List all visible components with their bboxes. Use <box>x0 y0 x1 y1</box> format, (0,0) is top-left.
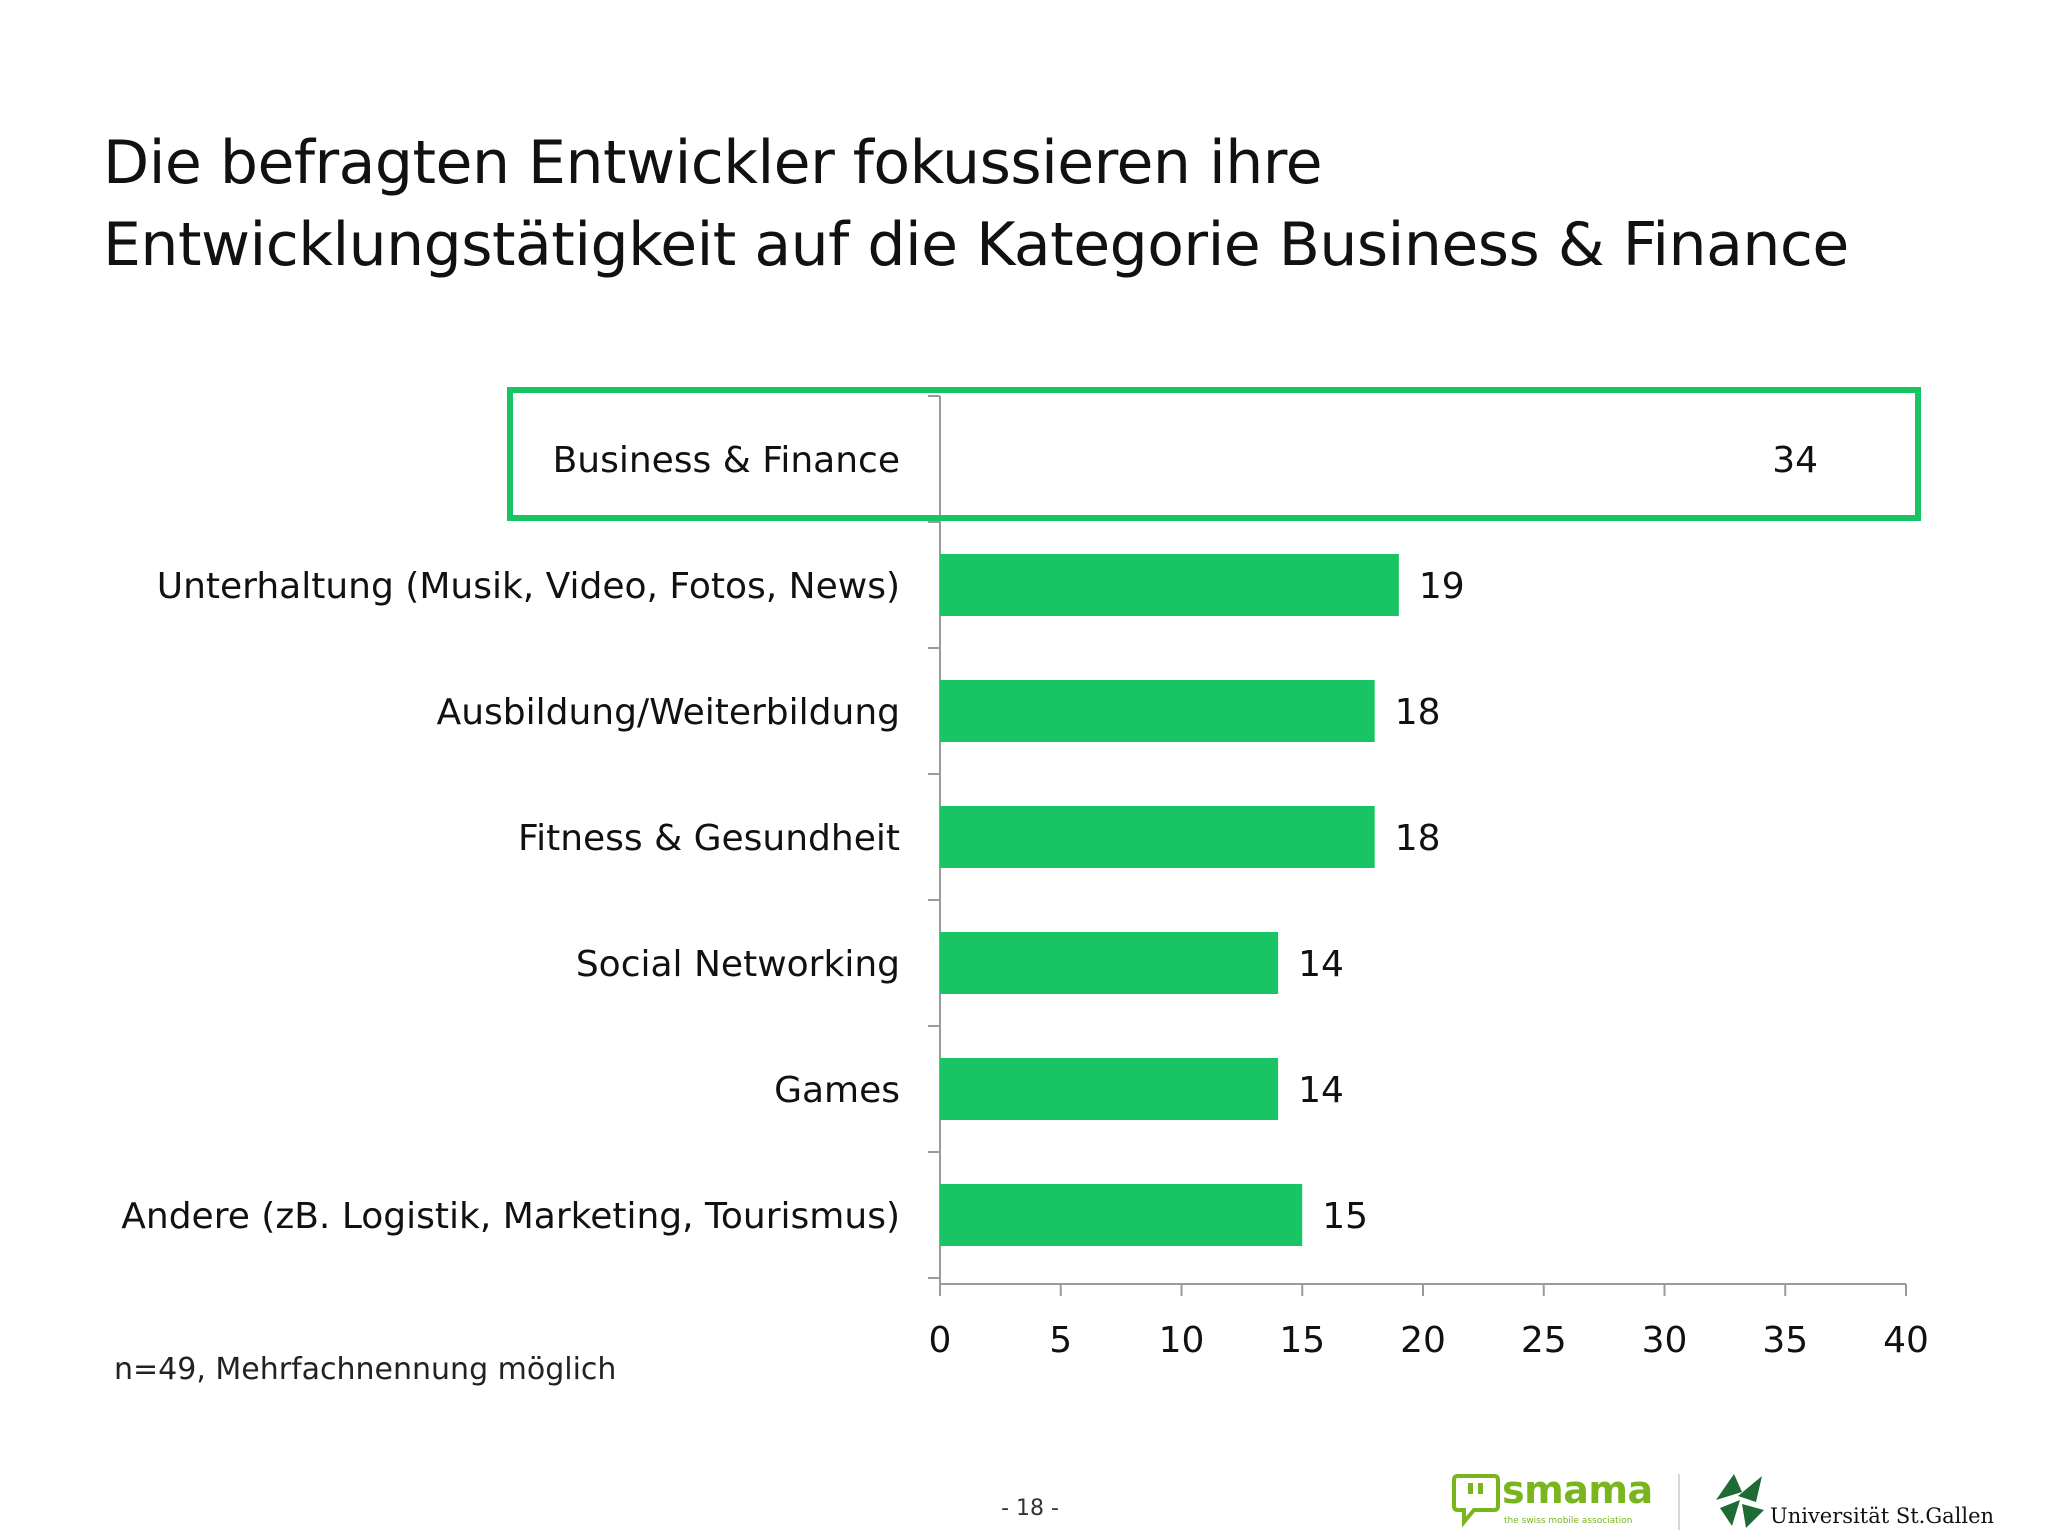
x-tick-label: 10 <box>1159 1320 1205 1361</box>
x-tick-label: 30 <box>1642 1320 1688 1361</box>
page-number: - 18 - <box>1001 1496 1059 1521</box>
hsg-emblem-icon <box>1716 1474 1764 1528</box>
smama-logo: smama the swiss mobile association <box>1452 1468 1653 1534</box>
value-label: 15 <box>1322 1196 1368 1237</box>
value-label: 18 <box>1395 692 1441 733</box>
category-label: Ausbildung/Weiterbildung <box>437 692 900 733</box>
category-label: Andere (zB. Logistik, Marketing, Tourism… <box>121 1196 900 1237</box>
value-label: 34 <box>1772 440 1818 481</box>
speech-bubble-icon <box>1452 1474 1500 1528</box>
bar <box>940 806 1375 868</box>
x-tick-label: 25 <box>1521 1320 1567 1361</box>
slide-title-line-1: Die befragten Entwickler fokussieren ihr… <box>103 128 1323 198</box>
category-label: Social Networking <box>576 944 900 985</box>
smama-tagline: the swiss mobile association <box>1504 1516 1633 1526</box>
bar <box>940 1058 1279 1120</box>
bar <box>940 932 1279 994</box>
bar <box>940 680 1375 742</box>
slide-title-line-2: Entwicklungstätigkeit auf die Kategorie … <box>103 210 1849 280</box>
hsg-logo: Universität St.Gallen <box>1712 1470 2002 1534</box>
value-label: 14 <box>1298 944 1344 985</box>
value-label: 19 <box>1419 566 1465 607</box>
slide-title: Die befragten Entwickler fokussieren ihr… <box>103 122 2003 286</box>
smama-wordmark: smama <box>1502 1468 1653 1512</box>
x-tick-label: 20 <box>1400 1320 1446 1361</box>
x-tick-label: 40 <box>1883 1320 1929 1361</box>
x-tick-label: 0 <box>929 1320 952 1361</box>
x-tick-label: 35 <box>1762 1320 1808 1361</box>
category-label: Games <box>774 1070 900 1111</box>
category-label: Business & Finance <box>553 440 900 481</box>
logo-divider <box>1678 1474 1680 1530</box>
x-tick-label: 5 <box>1049 1320 1072 1361</box>
hsg-name: Universität St.Gallen <box>1770 1504 1995 1528</box>
bar <box>940 1184 1303 1246</box>
category-label: Fitness & Gesundheit <box>518 818 900 859</box>
x-tick-label: 15 <box>1279 1320 1325 1361</box>
sample-size-note: n=49, Mehrfachnennung möglich <box>114 1352 617 1387</box>
bar <box>940 554 1399 616</box>
category-label: Unterhaltung (Musik, Video, Fotos, News) <box>157 566 900 607</box>
value-label: 18 <box>1395 818 1441 859</box>
highlight-box <box>507 387 1921 521</box>
value-label: 14 <box>1298 1070 1344 1111</box>
